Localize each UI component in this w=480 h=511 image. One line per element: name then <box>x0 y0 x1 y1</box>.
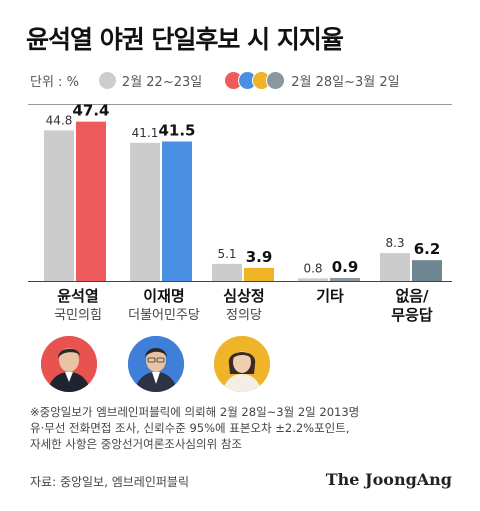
value-label-current-3: 3.9 <box>246 248 273 266</box>
legend-swatch-gray <box>266 70 286 90</box>
candidate-party: 정의당 <box>226 308 262 323</box>
value-label-current-4: 0.9 <box>332 258 359 276</box>
source-note: 자료: 중앙일보, 엠브레인퍼블릭 <box>30 475 190 489</box>
candidate-name: 없음/ <box>395 287 429 305</box>
value-label-previous-3: 5.1 <box>217 247 236 261</box>
bar-previous-2 <box>130 142 160 281</box>
bar-previous-1 <box>44 130 74 281</box>
chart-title: 윤석열 야권 단일후보 시 지지율 <box>26 25 344 54</box>
candidate-label-3: 심상정 정의당 <box>194 287 294 325</box>
legend-current-swatches <box>224 70 286 90</box>
person-icon <box>41 336 97 392</box>
footnote-line-2: 유·무선 전화면접 조사, 신뢰수준 95%에 표본오차 ±2.2%포인트, <box>30 421 350 435</box>
candidate-name: 이재명 <box>143 287 185 305</box>
footnote: ※중앙일보가 엠브레인퍼블릭에 의뢰해 2월 28일~3월 2일 2013명 유… <box>30 404 460 452</box>
baseline <box>28 281 452 282</box>
top-divider <box>28 104 452 105</box>
bar-current-1 <box>76 121 106 281</box>
legend-current-label: 2월 28일~3월 2일 <box>291 74 400 90</box>
brand-logo: The JoongAng <box>325 470 452 489</box>
footnote-line-1: ※중앙일보가 엠브레인퍼블릭에 의뢰해 2월 28일~3월 2일 2013명 <box>30 405 360 419</box>
value-label-previous-2: 41.1 <box>132 126 159 140</box>
bar-previous-3 <box>212 263 242 281</box>
candidate-name: 윤석열 <box>57 287 99 305</box>
footnote-line-3: 자세한 사항은 중앙선거여론조사심의위 참조 <box>30 437 242 451</box>
candidate-party: 더불어민주당 <box>128 308 200 323</box>
value-label-current-2: 41.5 <box>158 121 195 139</box>
bar-current-5 <box>412 260 442 281</box>
candidate-label-5: 없음/ 무응답 <box>362 287 462 325</box>
candidate-label-2: 이재명 더불어민주당 <box>114 287 214 325</box>
value-label-current-5: 6.2 <box>414 240 441 258</box>
bar-current-4 <box>330 277 360 281</box>
person-icon <box>128 336 184 392</box>
yoon-avatar <box>41 336 97 392</box>
lee-avatar <box>128 336 184 392</box>
bar-current-3 <box>244 267 274 281</box>
candidate-name: 심상정 <box>223 287 265 305</box>
candidate-label-1: 윤석열 국민의힘 <box>28 287 128 325</box>
value-label-current-1: 47.4 <box>72 102 109 120</box>
candidate-label-4: 기타 <box>280 287 380 306</box>
legend-previous-swatch <box>98 71 116 89</box>
legend: 단위 : % 2월 22~23일 2월 28일~3월 2일 <box>30 70 400 90</box>
value-label-previous-5: 8.3 <box>385 236 404 250</box>
bar-chart: 44.847.4 41.1 41.5 5.1 3.9 0.8 0.9 8.3 6.2 <box>44 102 442 281</box>
value-label-previous-1: 44.8 <box>46 113 73 127</box>
candidate-name: 기타 <box>316 287 344 305</box>
bar-previous-4 <box>298 278 328 281</box>
candidate-name-line2: 무응답 <box>391 306 433 324</box>
unit-label: 단위 : % <box>30 74 79 90</box>
value-label-previous-4: 0.8 <box>303 261 322 275</box>
legend-previous-label: 2월 22~23일 <box>121 74 203 90</box>
bar-current-2 <box>162 141 192 281</box>
candidate-party: 국민의힘 <box>54 308 102 323</box>
sim-avatar <box>214 336 270 392</box>
person-icon <box>214 336 270 392</box>
bar-previous-5 <box>380 253 410 281</box>
